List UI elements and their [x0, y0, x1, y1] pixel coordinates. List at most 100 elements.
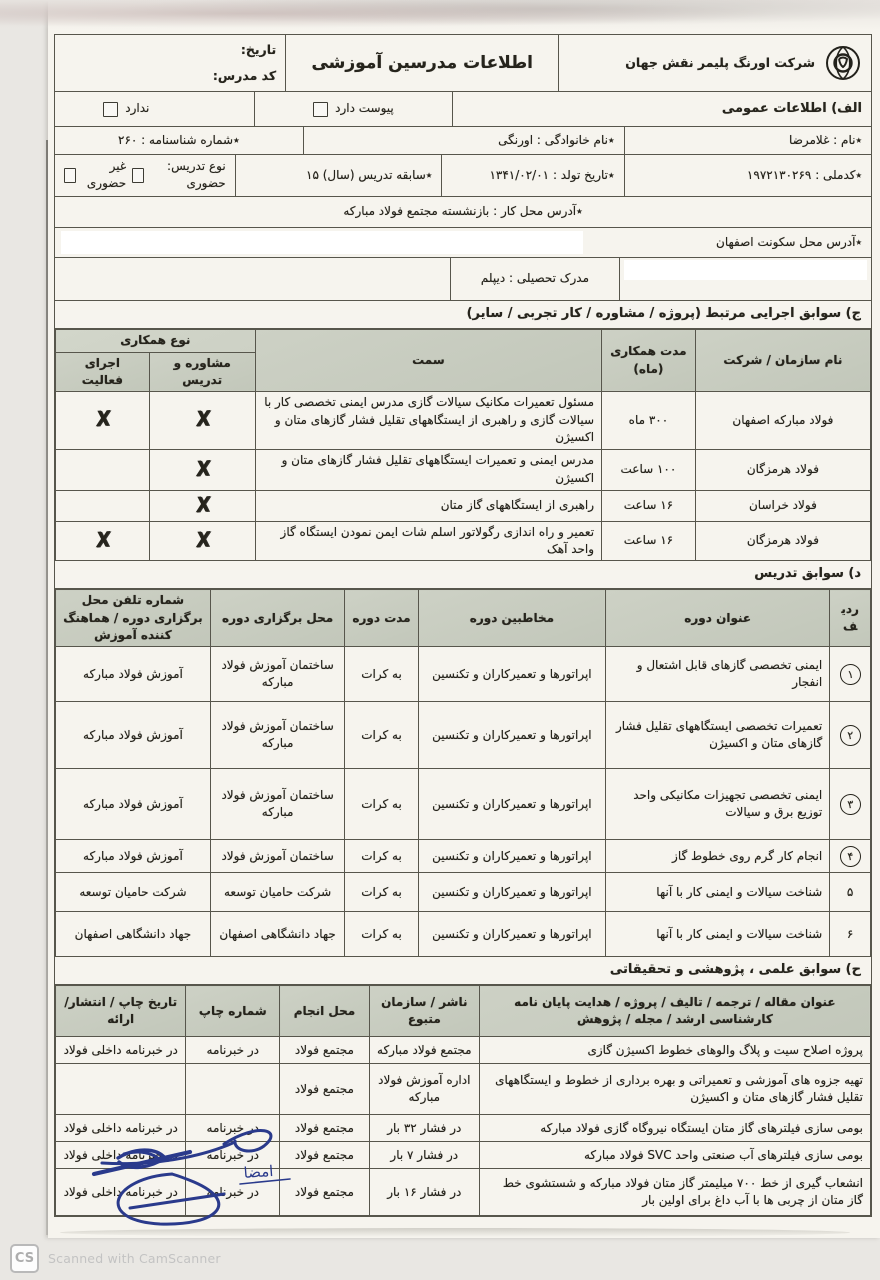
- teaching-row: ۲ تعمیرات تخصصی ایستگاههای تقلیل فشار گا…: [55, 701, 871, 770]
- redaction-box: [61, 230, 584, 254]
- company-logo-icon: [824, 44, 862, 82]
- degree-empty-cell-2: [55, 257, 451, 300]
- print-date-cell: در خبرنامه داخلی فولاد: [54, 1036, 187, 1065]
- exec-x-mark: X: [94, 407, 111, 433]
- publisher-cell: اداره آموزش فولاد مبارکه: [368, 1063, 480, 1116]
- research-header-row: عنوان مقاله / ترجمه / تالیف / پروژه / هد…: [54, 985, 872, 1038]
- title-cell: پروژه اصلاح سیت و پلاگ والوهای خطوط اکسی…: [478, 1036, 872, 1065]
- title-cell: انشعاب گیری از خط ۷۰۰ میلیمتر گاز متان ف…: [478, 1168, 872, 1217]
- home-address-field: ٭آدرس محل سکونت اصفهان: [716, 234, 862, 249]
- duration-cell: به کرات: [344, 872, 419, 913]
- teaching-type-inperson-label: نوع تدریس: حضوری: [167, 159, 226, 191]
- duration-cell: به کرات: [344, 701, 419, 770]
- duration-cell: به کرات: [344, 646, 419, 703]
- row-number: ۱: [838, 662, 862, 687]
- coordinator-cell: آموزش فولاد مبارکه: [55, 768, 211, 841]
- duration-cell: ۱۰۰ ساعت: [601, 448, 696, 491]
- signature-word: امضا: [243, 1162, 274, 1182]
- redaction-box: [624, 259, 867, 280]
- degree-empty-cell: [620, 258, 871, 300]
- location-cell: مجتمع فولاد: [279, 1036, 370, 1065]
- col-consult: مشاوره و تدریس: [148, 351, 256, 393]
- family-name-field: ٭نام خانوادگی : اورنگی: [304, 127, 625, 154]
- audience-cell: اپراتورها و تعمیرکاران و تکنسین: [417, 701, 607, 770]
- exec-x-mark: X: [94, 527, 111, 554]
- row-number: ۴: [838, 844, 862, 869]
- scan-artifact-shadow: [60, 1228, 850, 1237]
- venue-cell: ساختمان آموزش فولاد مبارکه: [209, 701, 346, 770]
- duration-cell: ۱۶ ساعت: [601, 520, 696, 562]
- course-cell: ایمنی تخصصی تجهیزات مکانیکی واحد توزیع ب…: [605, 768, 831, 841]
- degree-row: مدرک تحصیلی : دیپلم: [55, 257, 871, 301]
- birth-date-field: ٭تاریخ تولد : ۱۳۴۱/۰۲/۰۱: [442, 155, 625, 196]
- attachment-has-label: پیوست دارد: [335, 101, 394, 116]
- teaching-type-field: نوع تدریس: حضوری غیر حضوری: [55, 155, 236, 196]
- position-cell: تعمیر و راه اندازی رگولاتور اسلم شات ایم…: [254, 520, 603, 562]
- col-venue: محل برگزاری دوره: [209, 589, 346, 648]
- print-no-cell: در خبرنامه: [185, 1036, 281, 1065]
- consult-x-mark: X: [194, 492, 210, 518]
- course-cell: شناخت سیالات و ایمنی کار با آنها: [605, 911, 831, 958]
- teaching-row: ۴ انجام کار گرم روی خطوط گاز اپراتورها و…: [55, 839, 871, 874]
- duration-cell: ۳۰۰ ماه: [601, 391, 696, 450]
- title-cell: بومی سازی فیلترهای آب صنعتی واحد SVC فول…: [478, 1141, 872, 1170]
- camscanner-icon: CS: [10, 1244, 39, 1273]
- audience-cell: اپراتورها و تعمیرکاران و تکنسین: [417, 911, 607, 958]
- form-header: شرکت اورنگ پلیمر نقش جهان اطلاعات مدرسین…: [55, 35, 871, 92]
- title-cell: بومی سازی فیلترهای گاز متان ایستگاه نیرو…: [478, 1114, 872, 1143]
- research-row: تهیه جزوه های آموزشی و تعمیراتی و بهره ب…: [54, 1063, 872, 1116]
- col-audience: مخاطبین دوره: [417, 589, 607, 648]
- duration-cell: به کرات: [344, 839, 419, 874]
- org-cell: فولاد هرمزگان: [694, 448, 872, 491]
- teaching-row: ۳ ایمنی تخصصی تجهیزات مکانیکی واحد توزیع…: [55, 768, 871, 841]
- coordinator-cell: شرکت حامیان توسعه: [55, 872, 211, 913]
- col-course: عنوان دوره: [605, 589, 831, 648]
- name-row: ٭نام : غلامرضا ٭نام خانوادگی : اورنگی ٭ش…: [55, 127, 871, 155]
- date-label: تاریخ:: [240, 42, 277, 58]
- teaching-type-remote-label: غیر حضوری: [86, 159, 127, 191]
- duration-cell: به کرات: [344, 911, 419, 958]
- publisher-cell: در فشار ۱۶ بار: [368, 1168, 480, 1217]
- col-coop-type: نوع همکاری: [55, 328, 256, 353]
- page-title: اطلاعات مدرسین آموزشی: [286, 35, 560, 91]
- national-id-field: ٭کدملی : ۱۹۷۲۱۳۰۲۶۹: [746, 167, 862, 182]
- id-number-field: ٭شماره شناسنامه : ۲۶۰: [55, 127, 304, 154]
- audience-cell: اپراتورها و تعمیرکاران و تکنسین: [417, 768, 607, 841]
- attachment-has-option: پیوست دارد: [255, 92, 454, 126]
- degree-field: مدرک تحصیلی : دیپلم: [451, 257, 621, 300]
- venue-cell: ساختمان آموزش فولاد مبارکه: [209, 646, 346, 703]
- col-duration: مدت همکاری (ماه): [601, 328, 696, 393]
- row-number: ۲: [838, 723, 862, 748]
- audience-cell: اپراتورها و تعمیرکاران و تکنسین: [417, 646, 607, 703]
- venue-cell: جهاد دانشگاهی اصفهان: [209, 911, 346, 958]
- teaching-years-field: ٭سابقه تدریس (سال) ۱۵: [236, 155, 443, 196]
- section-teaching-title: د) سوابق تدریس: [55, 561, 871, 590]
- exec-row: فولاد هرمزگان ۱۰۰ ساعت مدرس ایمنی و تعمی…: [55, 448, 872, 491]
- company-header: شرکت اورنگ پلیمر نقش جهان: [559, 35, 871, 91]
- publisher-cell: مجتمع فولاد مبارکه: [368, 1036, 480, 1065]
- course-cell: شناخت سیالات و ایمنی کار با آنها: [605, 872, 831, 913]
- attachment-none-label: ندارد: [125, 101, 150, 116]
- home-address-row: ٭آدرس محل سکونت اصفهان: [55, 228, 871, 258]
- exec-header-row: نام سازمان / شرکت مدت همکاری (ماه) سمت ن…: [55, 328, 872, 393]
- handwritten-signature: امضا: [91, 1129, 291, 1226]
- course-cell: ایمنی تخصصی گازهای قابل اشتعال و انفجار: [605, 646, 831, 703]
- print-no-cell: [185, 1063, 281, 1116]
- col-print-no: شماره چاپ: [185, 985, 281, 1038]
- attachment-row: الف) اطلاعات عمومی پیوست دارد ندارد: [55, 92, 871, 127]
- teaching-header-row: ردیف عنوان دوره مخاطبین دوره مدت دوره مح…: [55, 589, 871, 648]
- col-print-date: تاریخ چاپ / انتشار/ارائه: [54, 985, 187, 1038]
- col-title: عنوان مقاله / ترجمه / تالیف / پروژه / هد…: [478, 985, 872, 1038]
- venue-cell: ساختمان آموزش فولاد مبارکه: [209, 768, 346, 841]
- duration-cell: به کرات: [344, 768, 419, 841]
- print-no-cell: در خبرنامه: [185, 1168, 281, 1217]
- teaching-row: ۱ ایمنی تخصصی گازهای قابل اشتعال و انفجا…: [55, 646, 871, 703]
- national-id-row: ٭کدملی : ۱۹۷۲۱۳۰۲۶۹ ٭تاریخ تولد : ۱۳۴۱/۰…: [55, 155, 871, 197]
- scan-artifact-top: [0, 0, 880, 30]
- col-publisher: ناشر / سازمان متبوع: [368, 985, 480, 1038]
- teaching-row: ۵ شناخت سیالات و ایمنی کار با آنها اپرات…: [55, 872, 871, 913]
- scan-artifact-edge: [46, 140, 48, 1235]
- row-number: ۵: [846, 884, 854, 899]
- col-row-number: ردیف: [829, 589, 871, 648]
- position-cell: راهبری از ایستگاههای گاز متان: [254, 489, 603, 522]
